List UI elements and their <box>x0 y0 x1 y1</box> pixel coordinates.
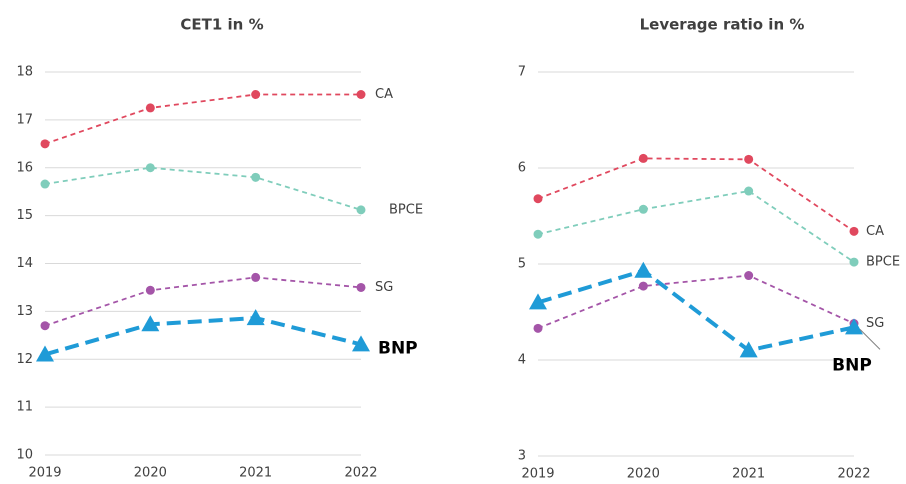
marker <box>251 172 261 182</box>
series-label: BPCE <box>866 255 900 270</box>
marker <box>246 309 265 326</box>
y-tick-label: 6 <box>518 161 526 176</box>
marker <box>352 335 370 352</box>
marker <box>744 154 754 164</box>
series-line <box>44 316 362 357</box>
x-tick-label: 2019 <box>521 467 554 482</box>
series-line <box>44 276 362 327</box>
marker <box>141 315 160 332</box>
marker <box>634 261 653 278</box>
chart-title: CET1 in % <box>180 16 263 34</box>
marker <box>251 272 261 282</box>
y-tick-label: 7 <box>518 65 526 80</box>
chart-title: Leverage ratio in % <box>640 16 805 34</box>
marker <box>36 345 54 362</box>
series-line <box>537 157 855 233</box>
marker <box>356 205 366 215</box>
series-label: BNP <box>378 338 418 358</box>
y-tick-label: 4 <box>518 353 526 368</box>
y-tick-label: 5 <box>518 257 526 272</box>
marker <box>40 139 50 149</box>
series-label: BPCE <box>389 202 423 217</box>
leader-line <box>859 329 881 350</box>
y-tick-label: 13 <box>16 304 33 319</box>
x-tick-label: 2021 <box>239 466 272 481</box>
x-tick-label: 2022 <box>837 467 870 482</box>
y-tick-label: 10 <box>16 448 33 463</box>
marker <box>251 90 261 100</box>
y-tick-label: 14 <box>16 256 33 271</box>
marker <box>849 257 859 267</box>
y-tick-label: 12 <box>16 352 33 367</box>
y-tick-label: 11 <box>16 400 33 415</box>
x-tick-label: 2020 <box>627 467 660 482</box>
marker <box>739 341 758 358</box>
x-tick-label: 2019 <box>28 466 61 481</box>
marker <box>638 204 648 214</box>
y-tick-label: 17 <box>16 112 33 127</box>
marker <box>356 282 366 292</box>
series-line <box>537 268 855 353</box>
marker <box>145 285 155 295</box>
series-label: CA <box>375 87 393 102</box>
marker <box>356 90 366 100</box>
x-tick-label: 2020 <box>134 466 167 481</box>
series-label: CA <box>866 224 884 239</box>
marker <box>40 179 50 189</box>
x-tick-label: 2021 <box>732 467 765 482</box>
marker <box>145 163 155 173</box>
marker <box>533 323 543 333</box>
marker <box>533 194 543 204</box>
marker <box>744 271 754 281</box>
series-line <box>44 166 362 211</box>
series-line <box>44 93 361 145</box>
y-tick-label: 16 <box>16 160 33 175</box>
marker <box>845 318 863 335</box>
series-label: SG <box>866 316 884 331</box>
marker <box>638 281 648 291</box>
marker <box>638 153 648 163</box>
x-tick-label: 2022 <box>344 466 377 481</box>
y-tick-label: 18 <box>16 65 33 80</box>
marker <box>533 229 543 239</box>
marker <box>40 321 50 331</box>
marker <box>849 226 859 236</box>
y-tick-label: 15 <box>16 208 33 223</box>
series-line <box>537 274 855 330</box>
series-label: SG <box>375 280 393 295</box>
marker <box>744 186 754 196</box>
marker <box>145 103 155 113</box>
marker <box>529 293 547 310</box>
series-label: BNP <box>832 355 872 375</box>
y-tick-label: 3 <box>518 449 526 464</box>
series-line <box>537 190 855 263</box>
